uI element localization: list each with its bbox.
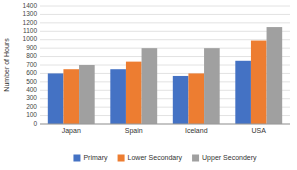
grid-line bbox=[40, 39, 290, 40]
legend-label: Upper Secondery bbox=[202, 154, 257, 162]
bar bbox=[251, 41, 267, 124]
y-tick-label: 1300 bbox=[23, 10, 38, 17]
bar bbox=[267, 27, 283, 124]
grid-line bbox=[40, 6, 290, 7]
grid bbox=[40, 6, 290, 124]
bar bbox=[204, 48, 220, 124]
grid-line bbox=[40, 124, 290, 125]
y-tick-label: 1100 bbox=[23, 27, 37, 34]
y-tick-label: 1200 bbox=[23, 19, 38, 26]
legend-item: Upper Secondery bbox=[192, 154, 257, 162]
bar bbox=[142, 48, 158, 124]
bars bbox=[48, 27, 282, 124]
y-axis-label: Number of Hours bbox=[3, 38, 10, 92]
bar bbox=[126, 62, 142, 124]
y-tick-label: 400 bbox=[26, 86, 37, 93]
legend: Primary Lower Secondary Upper Secondery bbox=[73, 154, 257, 162]
bar bbox=[79, 65, 95, 124]
y-tick-label: 0 bbox=[33, 120, 37, 127]
bar bbox=[63, 69, 79, 124]
legend-item: Lower Secondary bbox=[118, 154, 183, 162]
y-tick-label: 1400 bbox=[23, 2, 38, 9]
legend-label: Primary bbox=[83, 154, 108, 162]
y-tick-label: 900 bbox=[26, 44, 37, 51]
legend-swatch bbox=[73, 155, 80, 162]
x-tick-label: Japan bbox=[62, 127, 81, 135]
chart-svg: 0 100200 300400500 600700 800900 100011001200… bbox=[0, 0, 297, 170]
legend-item: Primary bbox=[73, 154, 108, 162]
grid-line bbox=[40, 31, 290, 32]
x-tick-label: Iceland bbox=[185, 127, 208, 134]
legend-swatch bbox=[192, 155, 199, 162]
bar bbox=[235, 61, 251, 124]
y-tick-label: 600 bbox=[26, 69, 37, 76]
legend-label: Lower Secondary bbox=[128, 154, 183, 162]
y-axis: 0 100200 300400500 600700 800900 100011001200… bbox=[23, 2, 38, 127]
y-tick-label: 700 bbox=[26, 61, 37, 68]
bar bbox=[110, 69, 126, 124]
bar bbox=[188, 73, 204, 124]
y-tick-label: 500 bbox=[26, 78, 37, 85]
x-axis-line bbox=[40, 124, 290, 125]
bar bbox=[173, 76, 189, 124]
y-tick-label: 200 bbox=[26, 103, 37, 110]
x-tick-label: USA bbox=[252, 127, 267, 134]
x-axis: Japan Spain Iceland USA bbox=[62, 127, 267, 135]
y-tick-label: 1000 bbox=[23, 35, 38, 42]
x-tick-label: Spain bbox=[125, 127, 143, 135]
grid-line bbox=[40, 14, 290, 15]
y-tick-label: 100 bbox=[26, 111, 37, 118]
chart-container: 0 100200 300400500 600700 800900 100011001200… bbox=[0, 0, 297, 170]
grid-line bbox=[40, 22, 290, 23]
bar bbox=[48, 73, 64, 124]
y-tick-label: 300 bbox=[26, 94, 37, 101]
legend-swatch bbox=[118, 155, 125, 162]
y-tick-label: 800 bbox=[26, 52, 37, 59]
